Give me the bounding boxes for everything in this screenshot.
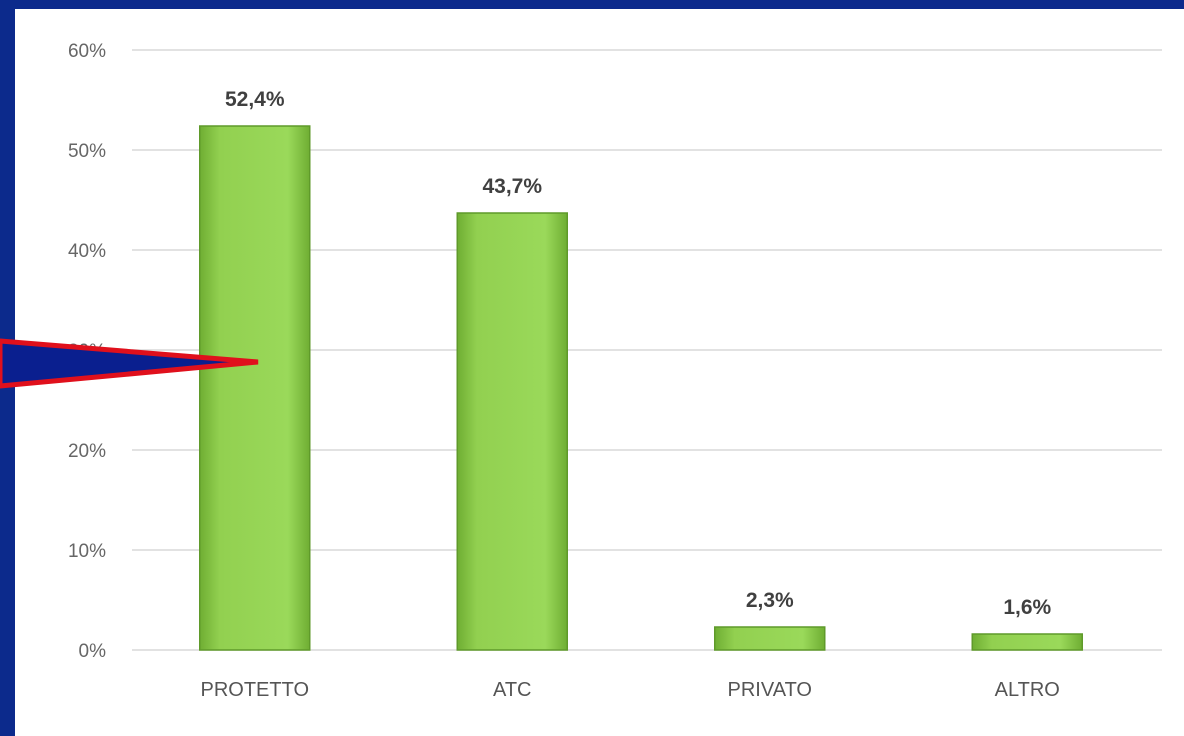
y-tick-label: 60%	[68, 41, 106, 62]
x-tick-label-privato: PRIVATO	[728, 679, 812, 701]
x-tick-label-altro: ALTRO	[995, 679, 1060, 701]
bar-privato	[714, 626, 826, 651]
y-tick-label: 50%	[68, 141, 106, 162]
x-axis-category-labels: PROTETTO ATC PRIVATO ALTRO	[200, 679, 1059, 701]
pointer-arrow-shape	[0, 338, 259, 389]
data-label-protetto: 52,4%	[225, 88, 285, 111]
y-tick-label: 20%	[68, 441, 106, 462]
bars	[199, 125, 1083, 651]
bar-altro	[971, 633, 1083, 651]
data-label-altro: 1,6%	[1003, 596, 1051, 619]
x-tick-label-protetto: PROTETTO	[200, 679, 309, 701]
data-label-atc: 43,7%	[482, 175, 542, 198]
bar-protetto	[199, 125, 311, 651]
y-tick-label: 10%	[68, 541, 106, 562]
data-label-privato: 2,3%	[746, 589, 794, 612]
bar-atc	[456, 212, 568, 651]
y-tick-label: 0%	[79, 641, 107, 662]
x-tick-label-atc: ATC	[493, 679, 532, 701]
y-tick-label: 40%	[68, 241, 106, 262]
data-labels: 52,4% 43,7% 2,3% 1,6%	[225, 88, 1052, 619]
